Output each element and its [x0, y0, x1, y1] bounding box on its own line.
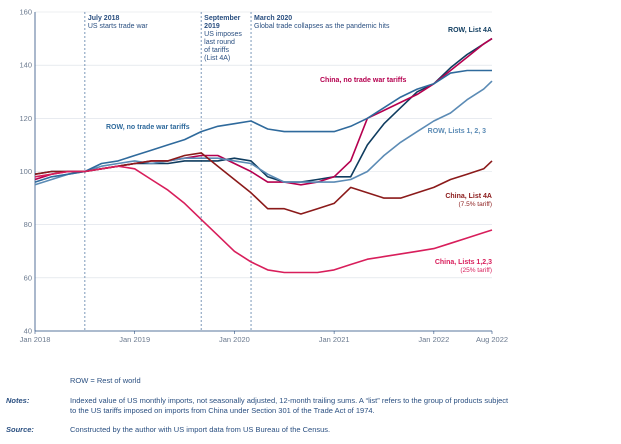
series-line-row-no-trade-war-tariffs [34, 69, 492, 183]
event-text: US starts trade war [88, 23, 149, 30]
series-line-china-list-4a [34, 152, 493, 215]
series-label: ROW, Lists 1, 2, 3 [428, 128, 486, 135]
event-title: 2019 [204, 23, 220, 30]
series-lines [34, 37, 493, 274]
grid [35, 11, 492, 332]
event-text: last round [204, 39, 235, 46]
series-labels: ROW, List 4A China, no trade war tariffs R… [106, 27, 492, 274]
event-title: September [204, 15, 240, 22]
y-tick-label: 160 [19, 8, 32, 17]
y-tick-label: 60 [24, 273, 32, 282]
y-tick-label: 100 [19, 167, 32, 176]
notes-key: Notes: [6, 396, 30, 405]
y-tick-label: 120 [19, 114, 32, 123]
x-tick-label: Jan 2019 [119, 335, 150, 344]
series-label: ROW, no trade war tariffs [106, 124, 190, 131]
series-label: ROW, List 4A [448, 27, 492, 34]
event-text: Global trade collapses as the pandemic h… [254, 23, 390, 30]
series-label: China, List 4A [445, 193, 492, 200]
series-label: China, no trade war tariffs [320, 77, 406, 84]
row-abbreviation-note: ROW = Rest of world [70, 376, 141, 385]
axes: 40 60 80 100 120 140 160 Jan 2018 Jan 2019 Jan 20… [19, 8, 508, 345]
x-tick-label: Jan 2022 [418, 335, 449, 344]
series-line-china-lists-1-2-3 [34, 165, 493, 274]
source-text: Constructed by the author with US import… [70, 425, 331, 434]
series-sublabel: (25% tariff) [460, 267, 492, 274]
y-tick-label: 80 [24, 220, 32, 229]
series-label: China, Lists 1,2,3 [435, 259, 492, 266]
x-tick-label: Jan 2018 [20, 335, 51, 344]
event-text: US imposes [204, 31, 242, 38]
series-sublabel: (7.5% tariff) [459, 201, 492, 208]
event-title: March 2020 [254, 15, 292, 22]
x-tick-label: Jan 2020 [219, 335, 250, 344]
event-text: (List 4A) [204, 55, 230, 62]
y-tick-label: 140 [19, 61, 32, 70]
notes-text: Indexed value of US monthly imports, not… [70, 396, 509, 415]
y-tick-label: 40 [24, 327, 32, 336]
series-line-row-list-4a [34, 37, 493, 183]
x-tick-label: Jan 2021 [319, 335, 350, 344]
source-key: Source: [6, 425, 34, 434]
event-text: of tariffs [204, 47, 229, 54]
event-title: July 2018 [88, 15, 120, 22]
x-tick-label: Aug 2022 [476, 335, 508, 344]
series-line-row-lists-1-2-3 [34, 80, 493, 186]
